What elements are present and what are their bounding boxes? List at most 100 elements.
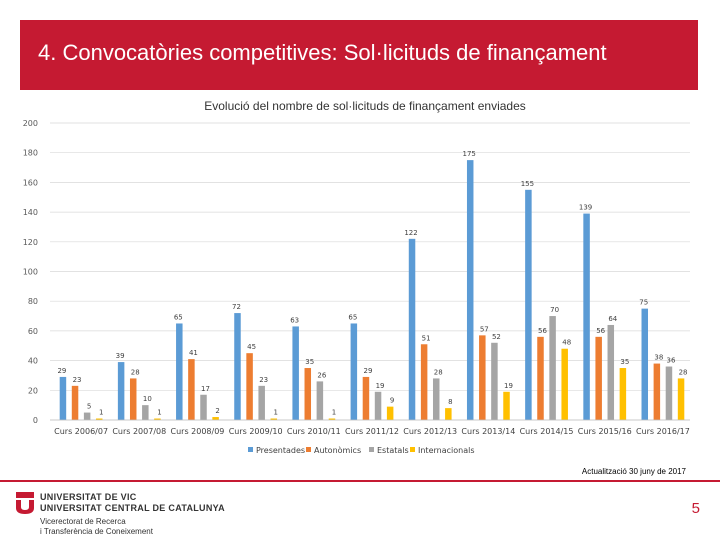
- x-tick-label: Curs 2006/07: [54, 427, 108, 436]
- bar: [607, 324, 615, 420]
- legend-swatch: [369, 447, 374, 452]
- bar-chart: Evolució del nombre de sol·licituds de f…: [23, 99, 690, 455]
- bar: [95, 418, 103, 420]
- bar: [549, 316, 556, 420]
- university-subname: UNIVERSITAT CENTRAL DE CATALUNYA: [40, 503, 225, 513]
- data-label: 155: [521, 180, 534, 188]
- bar: [619, 368, 627, 420]
- data-label: 48: [562, 339, 571, 347]
- data-label: 45: [247, 343, 256, 351]
- data-label: 57: [480, 325, 489, 333]
- bar: [316, 381, 324, 420]
- data-label: 23: [73, 376, 82, 384]
- chart-title: Evolució del nombre de sol·licituds de f…: [204, 99, 526, 113]
- x-tick-label: Curs 2010/11: [287, 427, 341, 436]
- data-label: 175: [463, 150, 476, 158]
- bar: [71, 385, 79, 420]
- bar: [374, 391, 382, 420]
- bar: [479, 335, 486, 420]
- data-label: 41: [189, 349, 198, 357]
- bar: [304, 368, 312, 420]
- data-label: 35: [620, 358, 629, 366]
- footer-divider: [0, 480, 720, 482]
- data-label: 28: [434, 368, 443, 376]
- data-label: 17: [201, 385, 210, 393]
- bar: [154, 418, 161, 420]
- data-label: 36: [666, 357, 675, 365]
- y-tick-label: 200: [23, 119, 38, 128]
- data-label: 29: [57, 367, 66, 375]
- y-tick-label: 60: [28, 327, 38, 336]
- bar: [142, 405, 149, 420]
- bar: [212, 417, 219, 420]
- data-label: 1: [157, 409, 161, 417]
- data-label: 39: [116, 352, 125, 360]
- bar: [503, 391, 510, 420]
- x-tick-label: Curs 2011/12: [345, 427, 399, 436]
- bar: [59, 376, 67, 420]
- title-banner: 4. Convocatòries competitives: Sol·licit…: [20, 20, 698, 90]
- bar: [83, 412, 91, 420]
- bar: [432, 378, 440, 420]
- data-label: 75: [639, 299, 648, 307]
- bar: [420, 344, 428, 420]
- data-label: 52: [492, 333, 501, 341]
- x-tick-label: Curs 2014/15: [520, 427, 574, 436]
- y-tick-label: 80: [28, 297, 38, 306]
- data-label: 8: [448, 398, 452, 406]
- data-label: 19: [376, 382, 385, 390]
- bar: [408, 238, 416, 420]
- data-label: 63: [290, 316, 299, 324]
- data-label: 2: [215, 407, 219, 415]
- data-label: 65: [174, 313, 183, 321]
- data-label: 29: [363, 367, 372, 375]
- legend-label: Internacionals: [418, 446, 475, 455]
- page-number: 5: [691, 500, 700, 517]
- data-label: 56: [538, 327, 547, 335]
- x-tick-label: Curs 2016/17: [636, 427, 690, 436]
- bar: [677, 378, 685, 420]
- bar: [350, 323, 358, 420]
- x-tick-label: Curs 2007/08: [112, 427, 166, 436]
- vicerectorate-line1: Vicerectorat de Recerca: [40, 517, 126, 526]
- y-tick-label: 140: [23, 208, 38, 217]
- data-label: 35: [305, 358, 314, 366]
- bar: [117, 362, 125, 420]
- data-label: 64: [608, 315, 617, 323]
- data-label: 19: [504, 382, 513, 390]
- data-label: 56: [596, 327, 605, 335]
- legend-swatch: [410, 447, 415, 452]
- y-tick-label: 0: [33, 416, 38, 425]
- data-label: 70: [550, 306, 559, 314]
- bar: [583, 213, 590, 420]
- update-note: Actualització 30 juny de 2017: [581, 467, 686, 476]
- bar: [246, 353, 253, 420]
- bar: [188, 359, 195, 420]
- data-label: 1: [332, 409, 336, 417]
- data-label: 9: [390, 397, 394, 405]
- bar: [653, 363, 661, 420]
- x-tick-label: Curs 2009/10: [229, 427, 283, 436]
- data-label: 38: [654, 354, 663, 362]
- data-label: 26: [317, 371, 326, 379]
- data-label: 65: [348, 313, 357, 321]
- bar: [270, 418, 278, 420]
- y-tick-label: 20: [28, 386, 38, 395]
- legend-swatch: [248, 447, 253, 452]
- data-label: 51: [422, 334, 431, 342]
- legend-swatch: [306, 447, 311, 452]
- legend-label: Estatals: [377, 446, 409, 455]
- bar: [665, 366, 673, 420]
- bar: [525, 189, 532, 420]
- bar: [491, 342, 498, 420]
- x-tick-label: Curs 2013/14: [461, 427, 515, 436]
- bar: [445, 408, 452, 420]
- bar: [234, 313, 241, 420]
- y-tick-label: 100: [23, 268, 38, 277]
- bar: [595, 336, 602, 420]
- y-tick-label: 160: [23, 178, 38, 187]
- legend-label: Presentades: [256, 446, 305, 455]
- bar: [537, 336, 544, 420]
- data-label: 5: [87, 403, 91, 411]
- bar: [561, 348, 568, 420]
